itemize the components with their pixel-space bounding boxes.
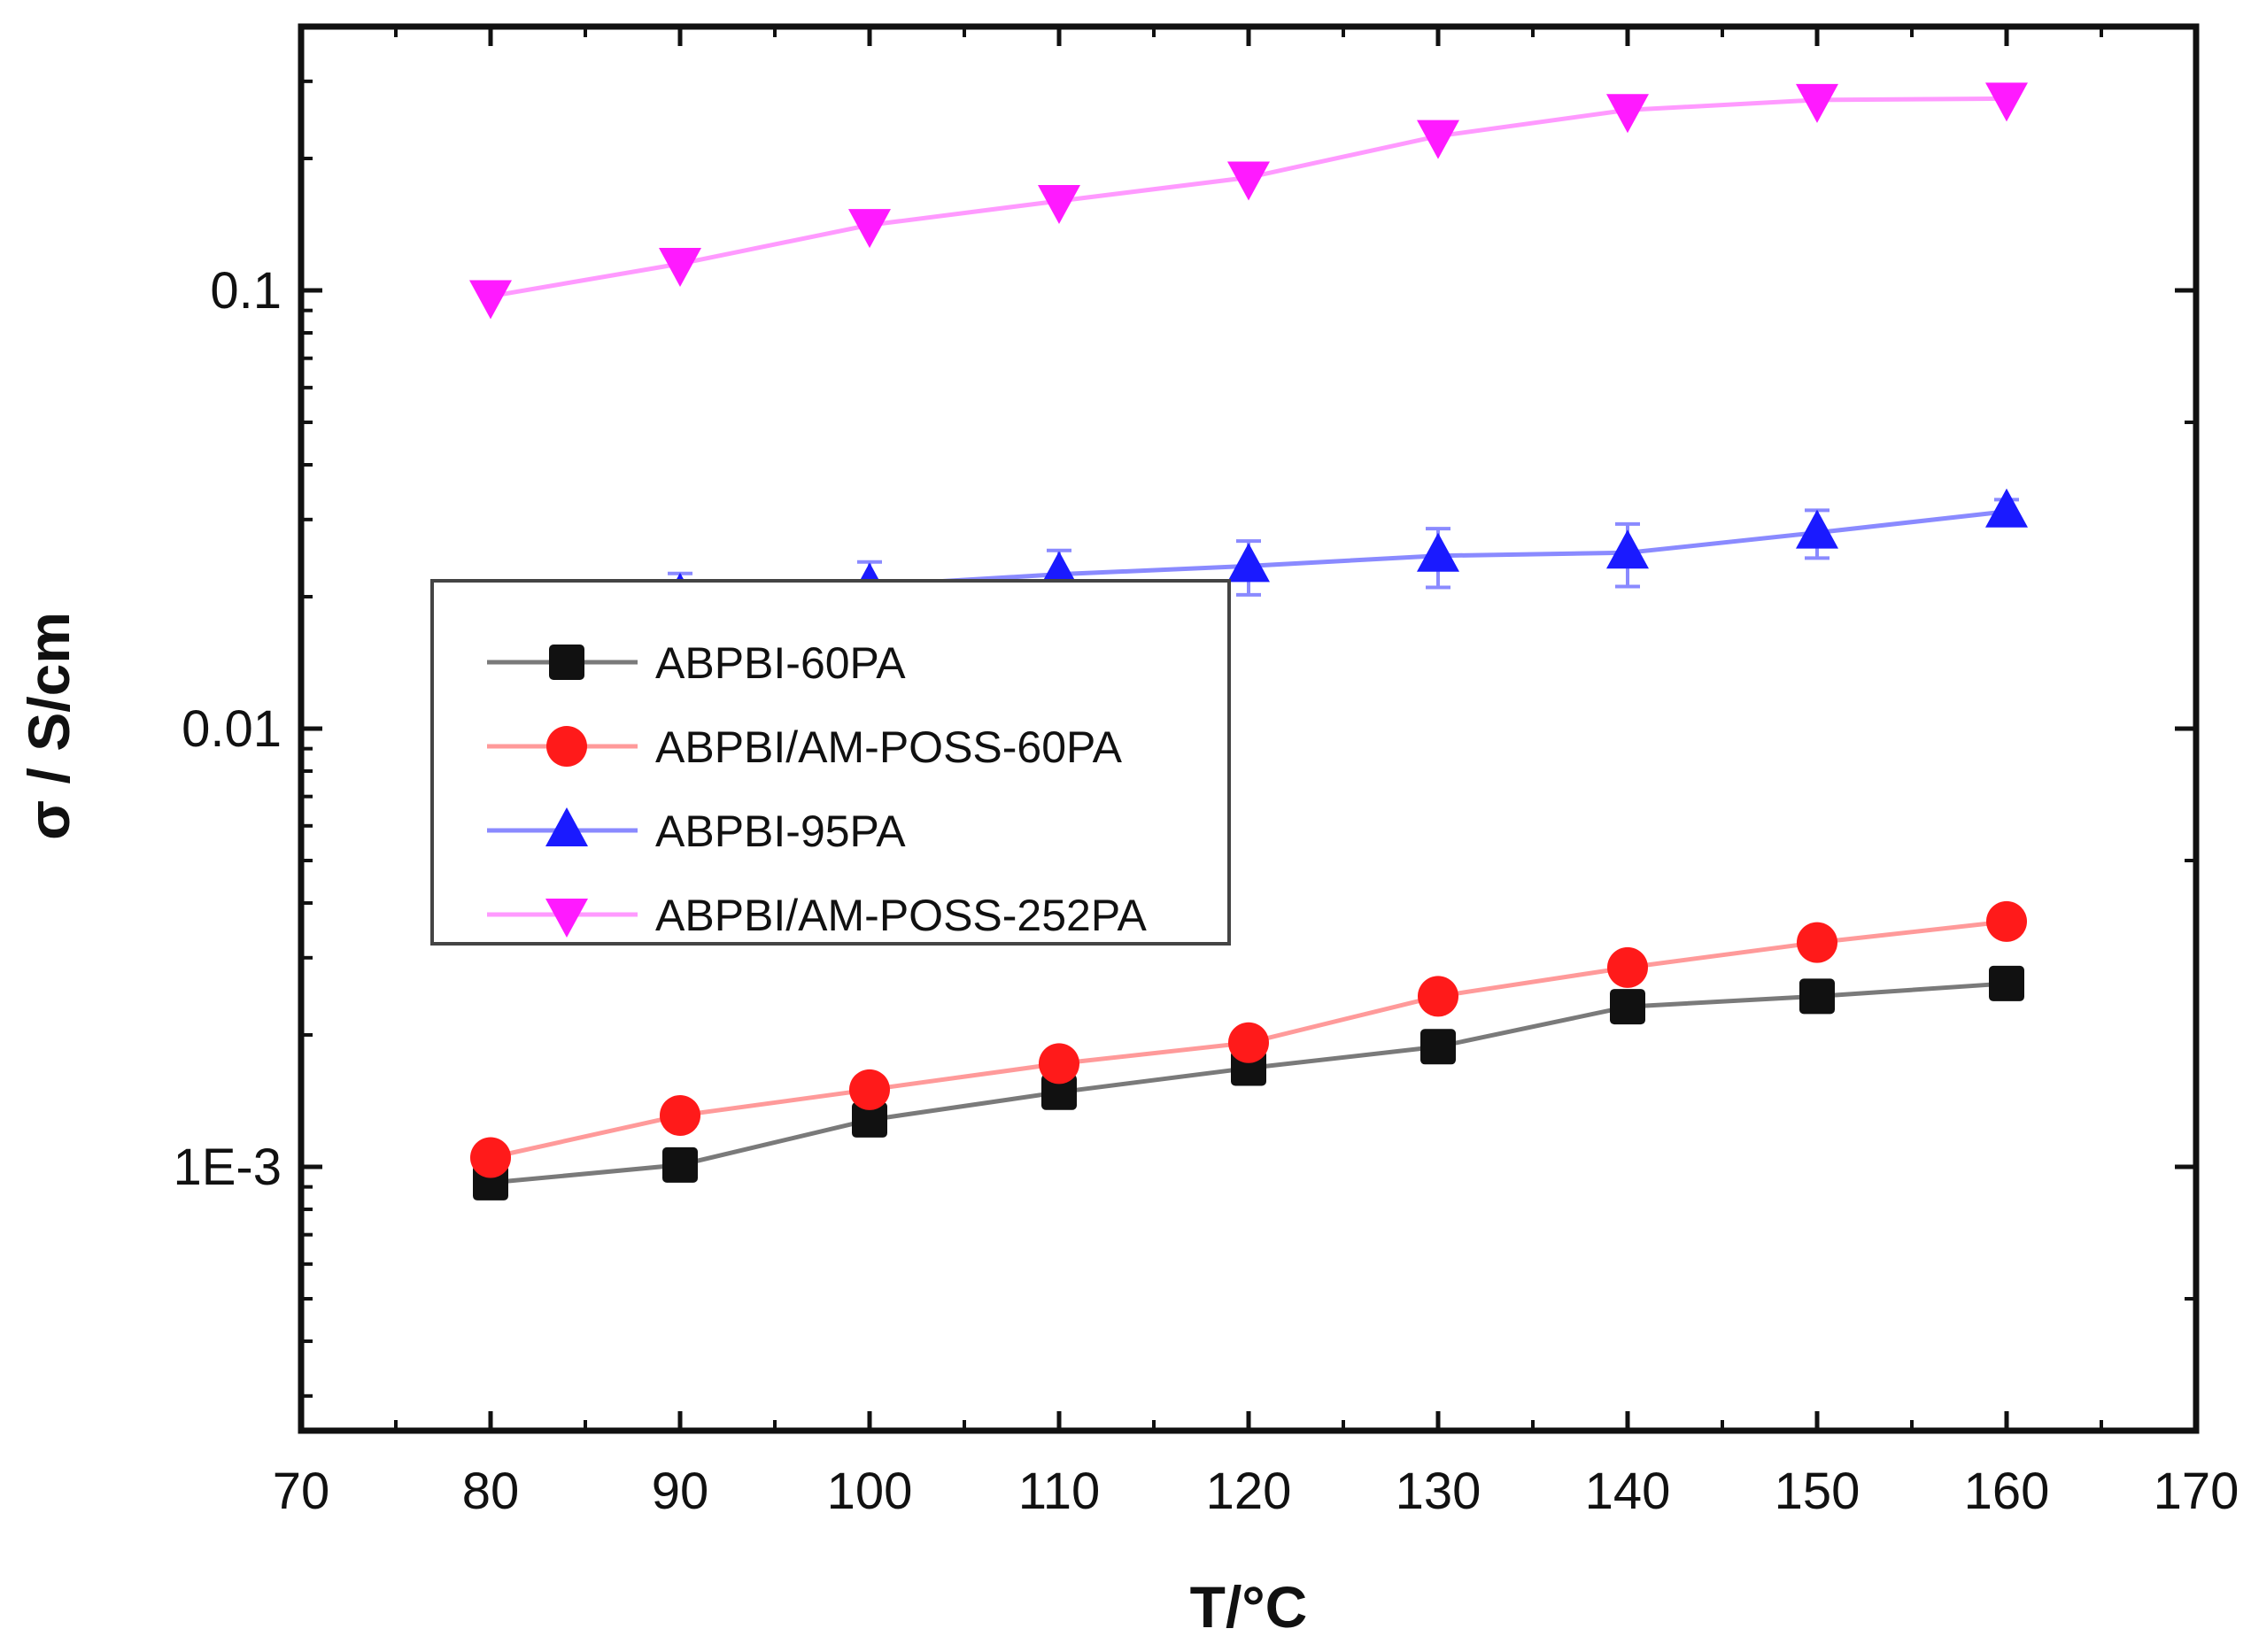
legend-entry-ABPBI-95PA: ABPBI-95PA	[487, 807, 906, 856]
point-ABPBI/AM-POSS-252PA-100	[848, 209, 891, 249]
legend-marker-ABPBI-95PA	[545, 807, 588, 846]
legend-marker-ABPBI/AM-POSS-252PA	[545, 899, 588, 938]
point-ABPBI-95PA-120	[1227, 543, 1270, 583]
legend-entry-ABPBI/AM-POSS-60PA: ABPBI/AM-POSS-60PA	[487, 722, 1123, 772]
x-tick-label-170: 170	[2154, 1463, 2239, 1520]
point-ABPBI/AM-POSS-252PA-90	[659, 247, 701, 287]
point-ABPBI/AM-POSS-60PA-100	[849, 1069, 890, 1110]
point-ABPBI-95PA-140	[1606, 529, 1649, 569]
point-ABPBI/AM-POSS-60PA-80	[470, 1137, 511, 1178]
point-ABPBI-60PA-130	[1420, 1029, 1456, 1065]
point-ABPBI/AM-POSS-60PA-90	[660, 1094, 700, 1136]
legend-label-ABPBI/AM-POSS-60PA: ABPBI/AM-POSS-60PA	[655, 722, 1123, 772]
x-tick-label-70: 70	[273, 1463, 330, 1520]
x-tick-label-130: 130	[1396, 1463, 1481, 1520]
x-tick-label-120: 120	[1206, 1463, 1292, 1520]
point-ABPBI/AM-POSS-252PA-80	[469, 280, 512, 320]
point-ABPBI-60PA-160	[1989, 965, 2024, 1001]
point-ABPBI/AM-POSS-60PA-160	[1986, 900, 2027, 942]
x-tick-label-160: 160	[1964, 1463, 2050, 1520]
point-ABPBI-95PA-160	[1985, 488, 2028, 528]
y-tick-label-0.01: 0.01	[182, 700, 282, 758]
point-ABPBI-60PA-100	[852, 1101, 887, 1138]
point-ABPBI-95PA-150	[1796, 509, 1838, 549]
point-ABPBI/AM-POSS-60PA-120	[1228, 1022, 1269, 1063]
series-ABPBI/AM-POSS-60PA	[470, 900, 2027, 1178]
legend-label-ABPBI-60PA: ABPBI-60PA	[655, 638, 906, 688]
point-ABPBI/AM-POSS-60PA-130	[1418, 976, 1458, 1017]
point-ABPBI/AM-POSS-60PA-140	[1607, 946, 1648, 988]
series-ABPBI/AM-POSS-252PA	[469, 82, 2028, 320]
legend-entry-ABPBI-60PA: ABPBI-60PA	[487, 638, 906, 688]
x-tick-label-100: 100	[827, 1463, 913, 1520]
point-ABPBI/AM-POSS-252PA-150	[1796, 83, 1838, 123]
x-tick-label-150: 150	[1775, 1463, 1860, 1520]
point-ABPBI-60PA-90	[662, 1146, 698, 1183]
point-ABPBI/AM-POSS-252PA-160	[1985, 82, 2028, 122]
legend-label-ABPBI-95PA: ABPBI-95PA	[655, 807, 906, 856]
y-axis-title: σ / S/cm	[16, 612, 81, 840]
point-ABPBI/AM-POSS-252PA-120	[1227, 161, 1270, 201]
x-tick-label-90: 90	[652, 1463, 709, 1520]
legend-marker-ABPBI/AM-POSS-60PA	[546, 726, 587, 767]
point-ABPBI/AM-POSS-60PA-110	[1039, 1043, 1079, 1085]
x-tick-label-80: 80	[462, 1463, 520, 1520]
point-ABPBI-60PA-140	[1610, 989, 1645, 1025]
x-axis-title: T/°C	[1190, 1574, 1308, 1640]
legend-marker-ABPBI-60PA	[549, 645, 584, 680]
x-tick-label-110: 110	[1018, 1463, 1100, 1520]
point-ABPBI/AM-POSS-252PA-140	[1606, 94, 1649, 134]
legend-label-ABPBI/AM-POSS-252PA: ABPBI/AM-POSS-252PA	[655, 891, 1147, 940]
y-tick-label-0.1: 0.1	[210, 262, 282, 320]
point-ABPBI/AM-POSS-252PA-130	[1417, 120, 1459, 159]
point-ABPBI/AM-POSS-60PA-150	[1797, 922, 1837, 963]
x-tick-label-140: 140	[1585, 1463, 1671, 1520]
legend-entry-ABPBI/AM-POSS-252PA: ABPBI/AM-POSS-252PA	[487, 891, 1147, 940]
point-ABPBI-95PA-130	[1417, 532, 1459, 572]
legend: ABPBI-60PA ABPBI/AM-POSS-60PA ABPBI-95PA AB…	[430, 579, 1231, 946]
point-ABPBI-60PA-110	[1041, 1074, 1077, 1110]
y-tick-label-1E-3: 1E-3	[173, 1139, 282, 1196]
point-ABPBI-60PA-150	[1799, 978, 1835, 1015]
point-ABPBI/AM-POSS-252PA-110	[1038, 184, 1080, 224]
